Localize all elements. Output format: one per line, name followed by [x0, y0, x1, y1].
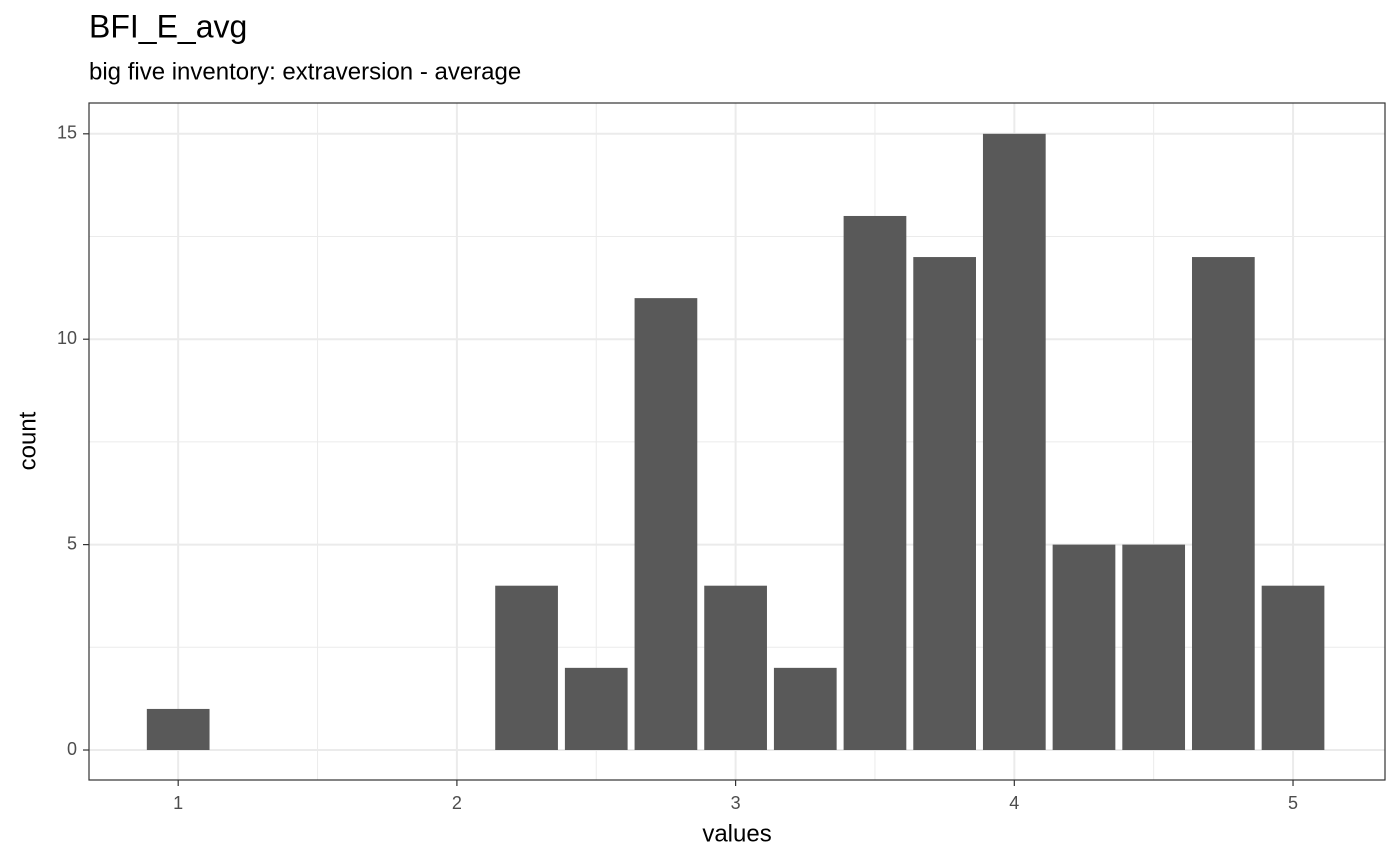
bar: [843, 215, 907, 751]
chart-title: BFI_E_avg: [89, 8, 247, 44]
chart-subtitle: big five inventory: extraversion - avera…: [89, 58, 521, 85]
y-tick-label: 10: [57, 328, 77, 348]
panel-border: [88, 102, 1386, 781]
y-tick-label: 5: [67, 533, 77, 553]
bars: [146, 133, 1325, 751]
bar: [1052, 544, 1116, 751]
bar: [495, 585, 558, 751]
bar: [1191, 257, 1255, 751]
y-tick-label: 15: [57, 123, 77, 143]
x-tick-label: 5: [1288, 793, 1298, 813]
bar: [704, 585, 767, 751]
bar: [634, 298, 698, 751]
x-tick-label: 2: [452, 793, 462, 813]
bar: [1122, 544, 1186, 751]
bar: [913, 257, 976, 751]
x-axis-title: values: [702, 820, 771, 847]
x-tick-label: 1: [173, 793, 183, 813]
y-axis-title: count: [14, 411, 41, 470]
bar: [146, 708, 210, 751]
bar: [564, 667, 628, 751]
bar: [773, 667, 837, 751]
y-tick-label: 0: [67, 739, 77, 759]
bar: [982, 133, 1046, 751]
x-tick-label: 3: [731, 793, 741, 813]
bar: [1261, 585, 1325, 751]
x-tick-label: 4: [1009, 793, 1019, 813]
